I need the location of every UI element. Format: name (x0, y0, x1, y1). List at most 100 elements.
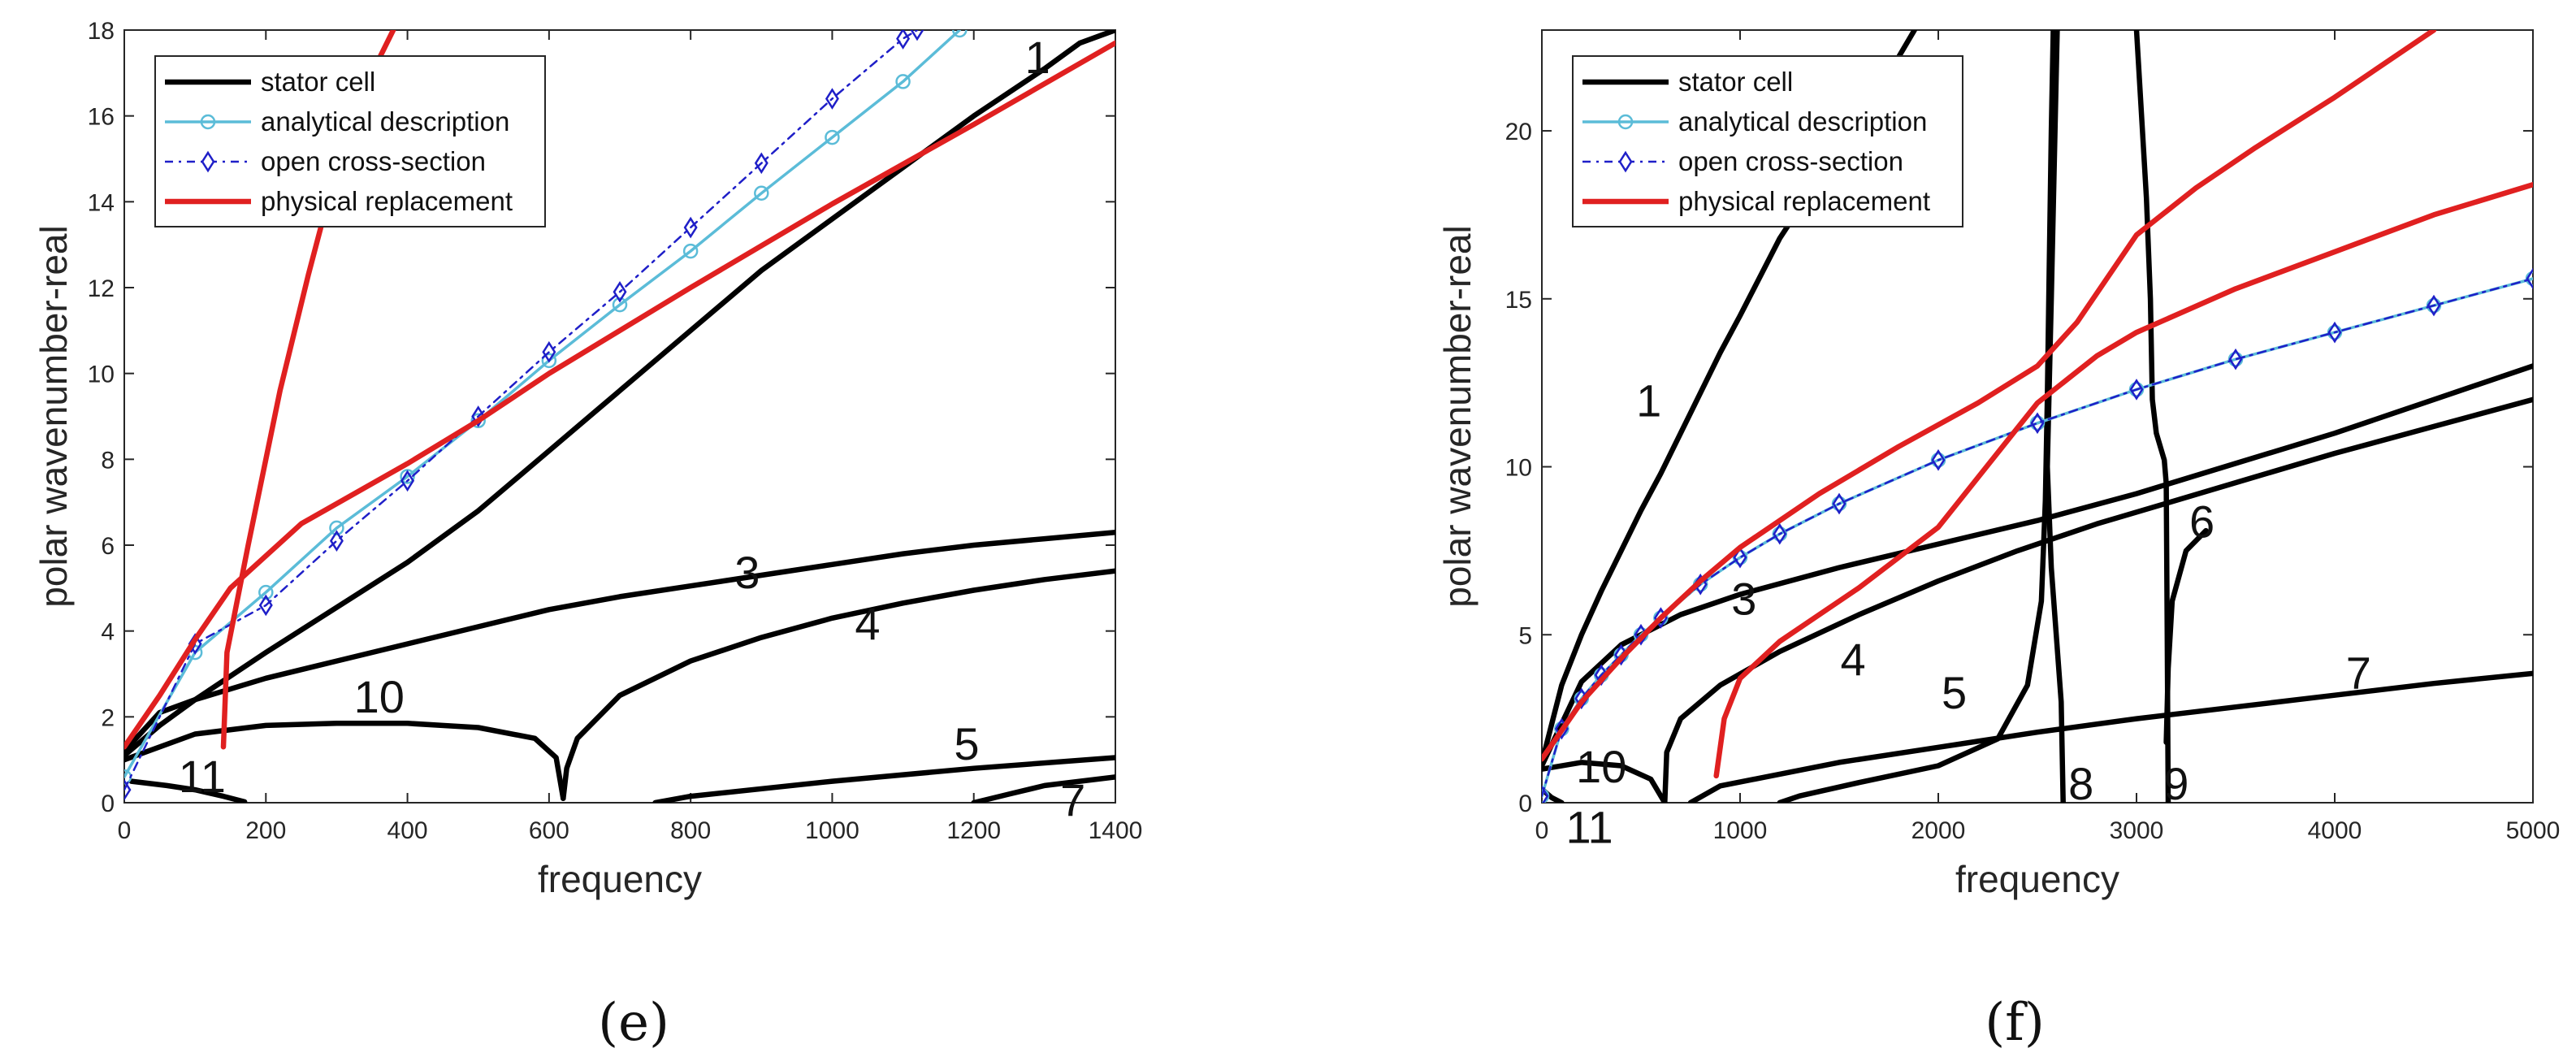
y-tick-label: 5 (1518, 622, 1532, 649)
data-point-diamond (2228, 348, 2243, 370)
data-point-diamond (124, 778, 132, 801)
data-point-circle (682, 243, 699, 259)
data-point-diamond (2129, 379, 2144, 401)
data-point-circle (541, 353, 557, 369)
x-axis-label: frequency (538, 858, 702, 900)
x-tick-label: 800 (670, 817, 711, 844)
x-tick-label: 200 (245, 817, 286, 844)
data-point-diamond (400, 470, 415, 492)
curve-label: 7 (2346, 647, 2371, 698)
x-tick-label: 600 (529, 817, 569, 844)
legend-marker-diamond (201, 150, 215, 173)
y-tick-label: 12 (88, 275, 115, 302)
data-point-diamond (754, 152, 768, 175)
series-line-stator (2163, 480, 2171, 803)
series-line-physical (1713, 181, 2533, 779)
legend-marker-circle (1617, 114, 1634, 130)
axes-frame (123, 29, 1116, 804)
y-axis-label: polar wavenumber-real (1436, 225, 1478, 607)
x-tick-label: 3000 (2110, 817, 2164, 844)
series-line-stator (1542, 363, 2533, 769)
x-tick-label: 2000 (1911, 817, 1966, 844)
data-point-circle (258, 584, 274, 600)
legend-entry-label: stator cell (1678, 67, 1793, 97)
curve-label: 11 (1565, 802, 1613, 853)
data-point-diamond (2427, 294, 2441, 317)
data-point-diamond (1931, 448, 1946, 471)
series-line-stator (128, 778, 248, 803)
curve-label: 10 (354, 671, 405, 722)
data-point-circle (754, 185, 769, 201)
legend-entry-label: analytical description (1678, 106, 1927, 136)
x-tick-label: 0 (118, 817, 132, 844)
legend-entry-label: physical replacement (1678, 186, 1930, 216)
data-point-diamond (613, 280, 627, 303)
y-axis-label: polar wavenumber-real (32, 225, 75, 607)
data-point-diamond (258, 594, 273, 617)
y-tick-label: 20 (1505, 119, 1532, 145)
data-point-diamond (1542, 785, 1549, 803)
series-line-stator (561, 568, 1115, 801)
series-group (1542, 30, 2533, 803)
data-point-diamond (896, 30, 911, 50)
legend-marker-diamond (1618, 150, 1633, 173)
chart-panel-e: 0 200 400 600 800 1000 1200 1400024681012141618… (32, 18, 1142, 1053)
data-point-diamond (1733, 546, 1747, 569)
curve-label: 7 (1060, 774, 1085, 825)
series-line-stator (652, 755, 1115, 803)
x-tick-label: 1000 (805, 817, 859, 844)
curve-label: 3 (734, 547, 760, 598)
x-tick-label: 1000 (1713, 817, 1768, 844)
chart-panel-f: 0 1000 2000 3000 4000 500005101520frequencypo… (1436, 29, 2561, 1053)
curve-label: 6 (2189, 496, 2214, 547)
data-point-circle (612, 297, 628, 313)
series-line-stator (1777, 30, 2056, 803)
series-line-stator (124, 721, 566, 801)
series-line-stator (2133, 30, 2169, 487)
x-tick-label: 5000 (2506, 817, 2561, 844)
y-tick-label: 0 (1518, 791, 1532, 817)
series-group (124, 30, 1115, 803)
series-line-stator (1662, 396, 2533, 803)
legend-marker-circle (200, 114, 216, 130)
data-point-diamond (2030, 412, 2045, 435)
data-point-diamond (1773, 522, 1787, 545)
curve-label: 3 (1731, 573, 1756, 624)
series-line-physical (1542, 30, 2437, 762)
y-tick-label: 18 (88, 18, 115, 45)
curve-label: 4 (855, 598, 880, 649)
curve-label: 4 (1841, 634, 1866, 685)
data-point-diamond (2526, 267, 2533, 290)
data-point-diamond (825, 88, 839, 110)
y-tick-label: 16 (88, 104, 115, 131)
data-point-diamond (910, 30, 924, 41)
x-tick-label: 1400 (1089, 817, 1143, 844)
curve-label: 1 (1636, 375, 1661, 427)
curve-label: 11 (179, 751, 226, 802)
curve-label: 10 (1576, 741, 1626, 792)
data-point-diamond (542, 340, 556, 363)
legend-entry-label: stator cell (261, 67, 375, 97)
series-line-open (124, 30, 919, 791)
curve-label: 5 (1942, 667, 1967, 718)
curve-label: 5 (954, 718, 979, 769)
y-tick-label: 2 (101, 704, 115, 731)
legend-entry-label: physical replacement (261, 186, 513, 216)
y-tick-label: 15 (1505, 287, 1532, 314)
data-point-diamond (471, 405, 486, 427)
axes-frame (1541, 29, 2534, 804)
series-line-stator (1542, 760, 1668, 803)
data-point-circle (825, 129, 840, 145)
data-point-diamond (329, 530, 344, 552)
series-line-stator (1687, 670, 2533, 803)
data-point-diamond (683, 216, 698, 239)
panel-label: (e) (598, 993, 669, 1053)
series-line-open (1542, 277, 2533, 797)
y-tick-label: 6 (101, 533, 115, 560)
y-tick-label: 4 (101, 619, 115, 646)
y-tick-label: 14 (88, 189, 115, 216)
panel-label: (f) (1985, 993, 2045, 1053)
series-line-stator (971, 774, 1115, 803)
data-point-circle (952, 30, 968, 38)
